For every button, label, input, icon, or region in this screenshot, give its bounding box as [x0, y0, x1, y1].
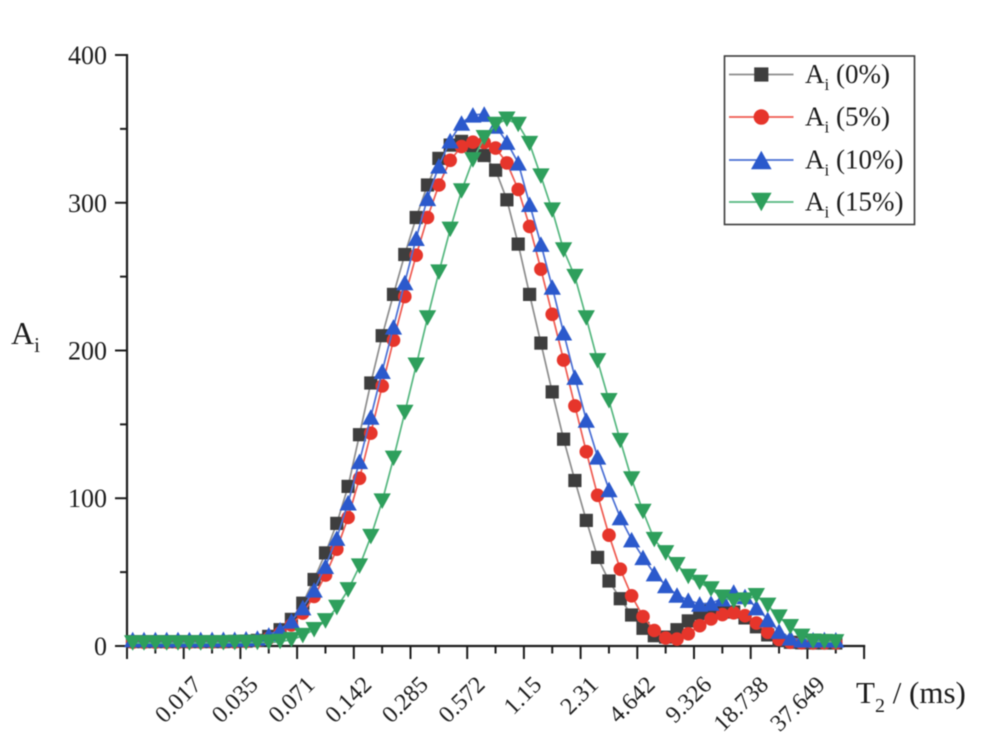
- svg-text:Ai (5%): Ai (5%): [805, 102, 890, 137]
- svg-text:100: 100: [68, 484, 107, 513]
- svg-text:0: 0: [94, 632, 107, 661]
- svg-text:Ai (0%): Ai (0%): [805, 59, 890, 94]
- svg-text:300: 300: [68, 189, 107, 218]
- svg-text:Ai (10%): Ai (10%): [805, 145, 903, 180]
- svg-text:400: 400: [68, 41, 107, 70]
- svg-text:200: 200: [68, 337, 107, 366]
- svg-text:Ai (15%): Ai (15%): [805, 187, 903, 222]
